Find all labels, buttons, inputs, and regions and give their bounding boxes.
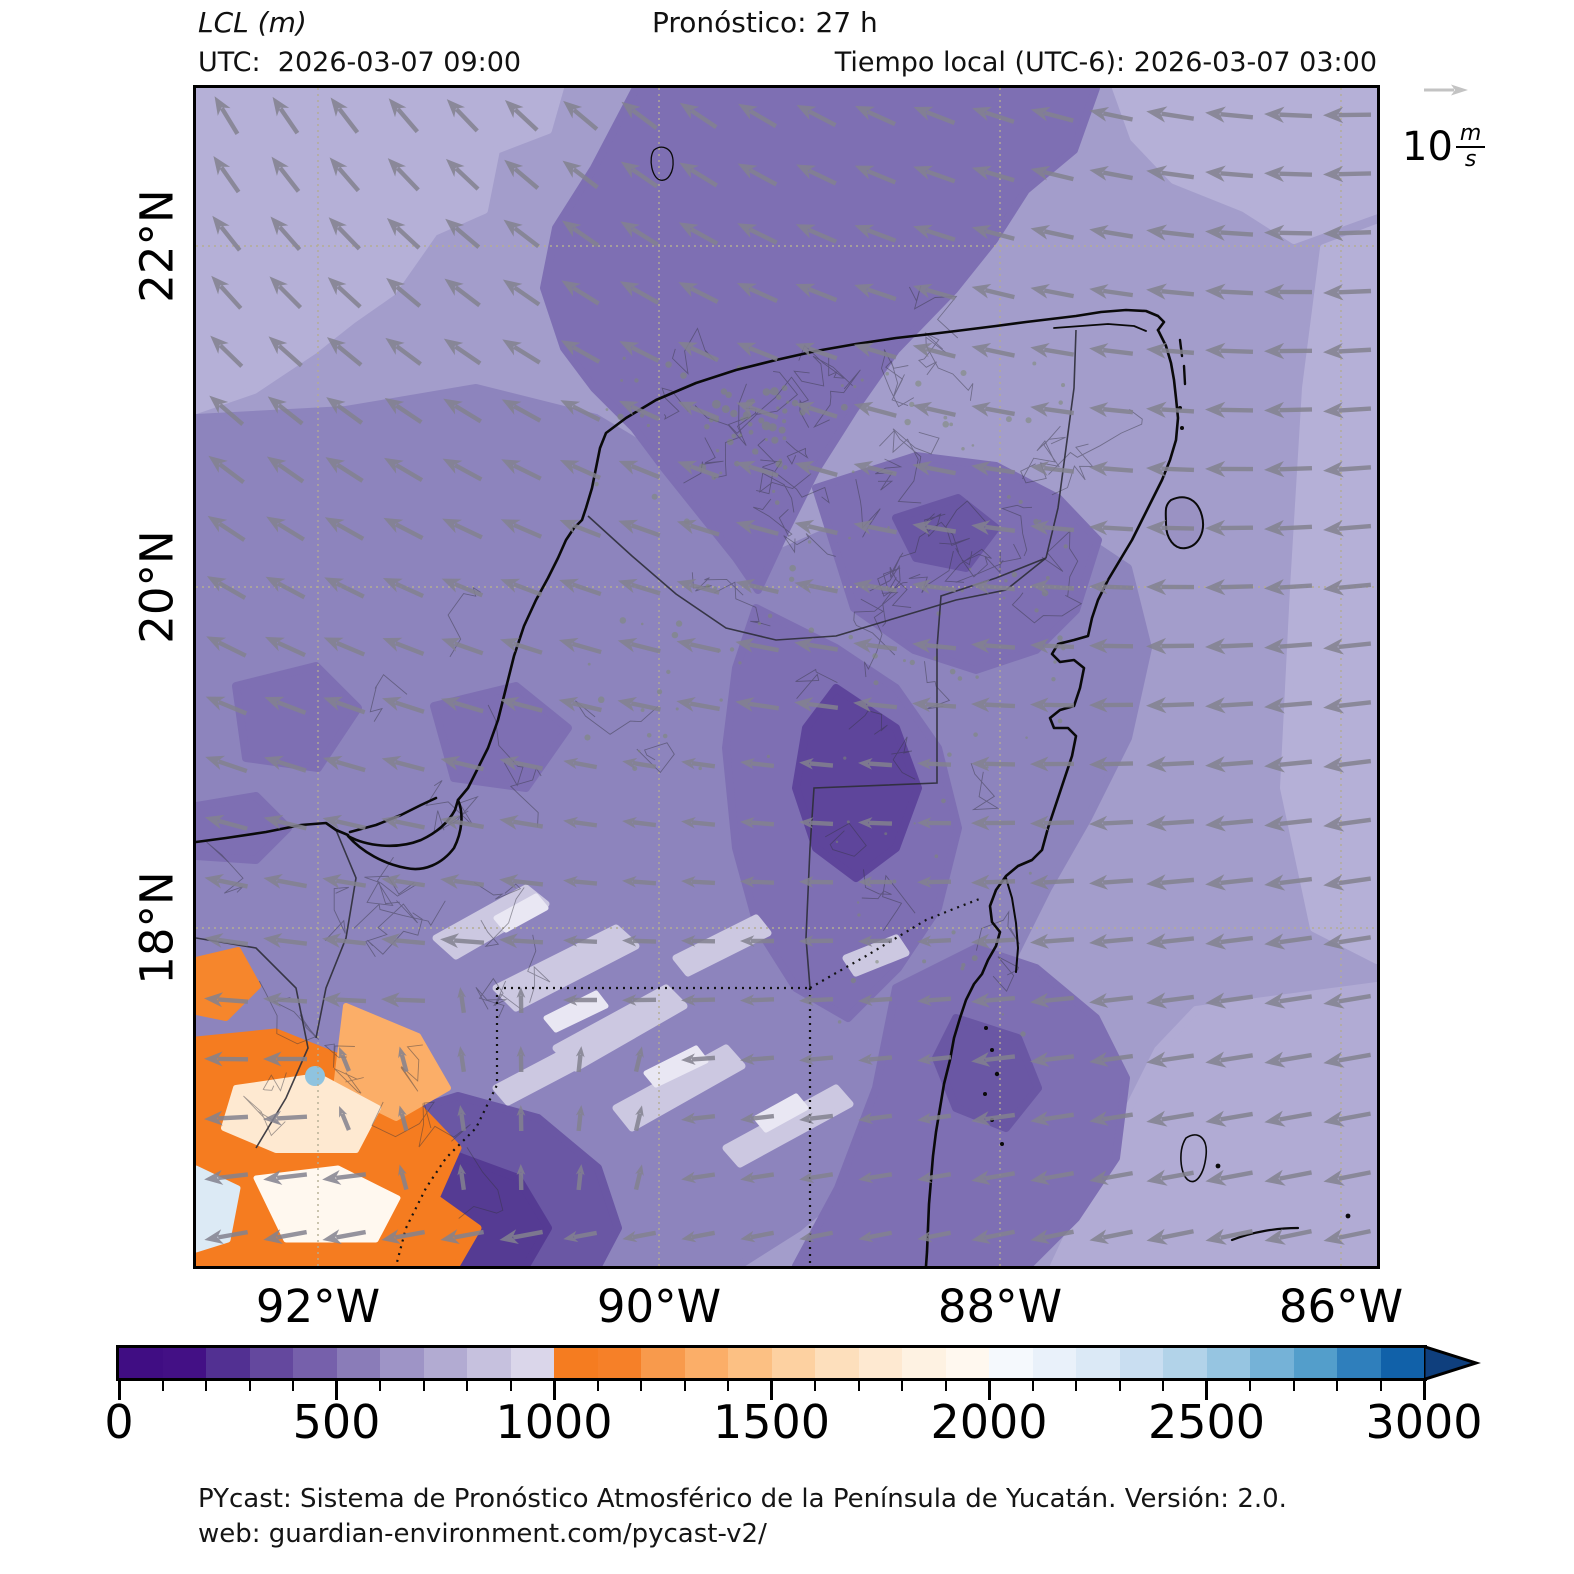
colorbar-minor-tick-1100: [597, 1381, 599, 1391]
colorbar-minor-tick-2600: [1249, 1381, 1251, 1391]
colorbar-minor-tick-2800: [1336, 1381, 1338, 1391]
colorbar-segment-100-200: [163, 1348, 207, 1378]
colorbar-segment-0-100: [119, 1348, 163, 1378]
colorbar-minor-tick-100: [162, 1381, 164, 1391]
colorbar-label-1000: 1000: [474, 1395, 634, 1449]
colorbar-segment-2700-2800: [1294, 1348, 1338, 1378]
colorbar-segment-1900-2000: [946, 1348, 990, 1378]
colorbar-segment-600-700: [380, 1348, 424, 1378]
colorbar-segment-1500-1600: [772, 1348, 816, 1378]
colorbar-segment-1100-1200: [598, 1348, 642, 1378]
colorbar-label-2000: 2000: [909, 1395, 1069, 1449]
x-tick-92°W: 92°W: [256, 1280, 380, 1333]
colorbar-extend-arrow: [1424, 1345, 1484, 1381]
colorbar-segment-500-600: [337, 1348, 381, 1378]
footer-system-line: PYcast: Sistema de Pronóstico Atmosféric…: [198, 1484, 1287, 1514]
colorbar-segment-300-400: [250, 1348, 294, 1378]
colorbar-segment-1000-1100: [554, 1348, 598, 1378]
colorbar-segment-1200-1300: [641, 1348, 685, 1378]
y-tick-22°N: 22°N: [131, 189, 184, 302]
colorbar-minor-tick-1200: [640, 1381, 642, 1391]
wind-reference-legend: 10 m s: [1402, 84, 1512, 171]
lcl-contour-map: [196, 88, 1377, 1266]
colorbar-minor-tick-1300: [684, 1381, 686, 1391]
figure-canvas: LCL (m) Pronóstico: 27 h UTC: 2026-03-07…: [0, 0, 1574, 1574]
colorbar-segment-2600-2700: [1250, 1348, 1294, 1378]
colorbar-segment-800-900: [467, 1348, 511, 1378]
colorbar-minor-tick-1800: [901, 1381, 903, 1391]
colorbar-segment-2800-2900: [1337, 1348, 1381, 1378]
colorbar-minor-tick-2200: [1075, 1381, 1077, 1391]
colorbar-segment-1400-1500: [728, 1348, 772, 1378]
colorbar-label-3000: 3000: [1344, 1395, 1504, 1449]
y-tick-20°N: 20°N: [131, 530, 184, 643]
colorbar-segment-700-800: [424, 1348, 468, 1378]
colorbar-minor-tick-800: [466, 1381, 468, 1391]
colorbar-segment-2900-3000: [1381, 1348, 1425, 1378]
colorbar-segment-400-500: [293, 1348, 337, 1378]
colorbar-segment-900-1000: [511, 1348, 555, 1378]
forecast-lead-title: Pronóstico: 27 h: [652, 6, 878, 39]
colorbar-segment-1600-1700: [815, 1348, 859, 1378]
colorbar: [116, 1345, 1427, 1381]
x-tick-88°W: 88°W: [938, 1280, 1062, 1333]
wind-reference-arrow-icon: [1424, 84, 1468, 96]
colorbar-segment-2400-2500: [1163, 1348, 1207, 1378]
colorbar-minor-tick-2300: [1119, 1381, 1121, 1391]
colorbar-minor-tick-700: [423, 1381, 425, 1391]
utc-time-label: UTC: 2026-03-07 09:00: [198, 47, 521, 78]
map-plot-area: [193, 85, 1380, 1269]
colorbar-minor-tick-2700: [1293, 1381, 1295, 1391]
variable-title: LCL (m): [198, 6, 307, 39]
x-tick-86°W: 86°W: [1279, 1280, 1403, 1333]
lcl-filled-contours: [196, 88, 1377, 1266]
colorbar-label-1500: 1500: [692, 1395, 852, 1449]
colorbar-segment-2200-2300: [1076, 1348, 1120, 1378]
colorbar-segment-1800-1900: [902, 1348, 946, 1378]
colorbar-segment-1700-1800: [859, 1348, 903, 1378]
x-tick-90°W: 90°W: [597, 1280, 721, 1333]
colorbar-minor-tick-1900: [945, 1381, 947, 1391]
colorbar-minor-tick-300: [249, 1381, 251, 1391]
colorbar-minor-tick-2400: [1162, 1381, 1164, 1391]
colorbar-segment-2300-2400: [1120, 1348, 1164, 1378]
colorbar-segment-200-300: [206, 1348, 250, 1378]
wind-ref-value: 10: [1402, 124, 1453, 170]
colorbar-minor-tick-600: [379, 1381, 381, 1391]
colorbar-segment-2500-2600: [1207, 1348, 1251, 1378]
wind-ref-unit: m s: [1456, 122, 1485, 171]
wind-reference-label: 10 m s: [1402, 122, 1512, 171]
colorbar-label-0: 0: [39, 1395, 199, 1449]
footer-web-line: web: guardian-environment.com/pycast-v2/: [198, 1519, 767, 1549]
colorbar-segment-2100-2200: [1033, 1348, 1077, 1378]
colorbar-minor-tick-1400: [727, 1381, 729, 1391]
colorbar-minor-tick-200: [205, 1381, 207, 1391]
colorbar-minor-tick-900: [510, 1381, 512, 1391]
y-tick-18°N: 18°N: [131, 871, 184, 984]
colorbar-label-2500: 2500: [1127, 1395, 1287, 1449]
colorbar-minor-tick-2100: [1032, 1381, 1034, 1391]
colorbar-label-500: 500: [257, 1395, 417, 1449]
colorbar-minor-tick-400: [292, 1381, 294, 1391]
local-time-label: Tiempo local (UTC-6): 2026-03-07 03:00: [835, 47, 1377, 78]
colorbar-segment-1300-1400: [685, 1348, 729, 1378]
colorbar-segment-2000-2100: [989, 1348, 1033, 1378]
colorbar-minor-tick-1700: [858, 1381, 860, 1391]
colorbar-minor-tick-1600: [814, 1381, 816, 1391]
colorbar-minor-tick-2900: [1380, 1381, 1382, 1391]
